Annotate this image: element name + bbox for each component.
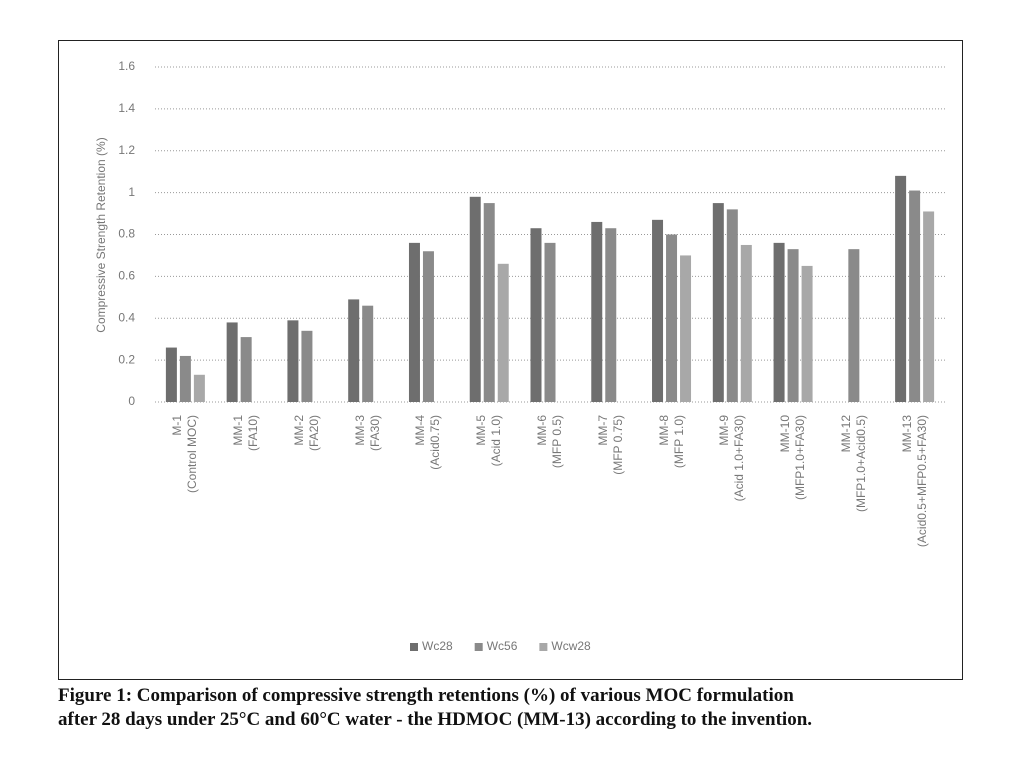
bar	[544, 242, 556, 402]
bar	[787, 249, 799, 402]
bar	[530, 228, 542, 402]
bar	[923, 211, 935, 402]
x-tick-label: M-1 (Control MOC)	[170, 415, 200, 494]
x-tick-label: MM-10 (MFP1.0+FA30)	[778, 415, 808, 501]
bar	[301, 330, 313, 402]
bar	[740, 244, 752, 402]
legend-label: Wcw28	[551, 639, 591, 653]
y-axis-title: Compressive Strength Retention (%)	[94, 137, 108, 332]
bar	[408, 242, 420, 402]
legend-label: Wc56	[487, 639, 518, 653]
bar	[652, 219, 664, 402]
y-tick-label: 0	[128, 394, 135, 408]
x-tick-label: MM-2 (FA20)	[291, 415, 321, 452]
y-tick-label: 0.4	[118, 310, 135, 324]
bar	[773, 242, 785, 402]
legend-label: Wc28	[422, 639, 453, 653]
x-tick-label: MM-4 (Acid0.75)	[413, 415, 443, 470]
bar	[422, 251, 434, 402]
caption-line: Figure 1: Comparison of compressive stre…	[58, 685, 794, 706]
bar	[895, 175, 907, 402]
x-tick-label: MM-8 (MFP 1.0)	[656, 415, 686, 469]
bar	[179, 355, 191, 402]
bar	[726, 209, 738, 402]
bar	[848, 249, 860, 402]
bar	[483, 203, 495, 402]
y-tick-label: 0.6	[118, 269, 135, 283]
bar	[909, 190, 921, 402]
bar	[226, 322, 238, 402]
bar	[362, 305, 374, 402]
bar	[801, 265, 813, 402]
y-tick-label: 1.6	[118, 59, 135, 73]
bar	[469, 196, 481, 402]
x-tick-label: MM-12 (MFP1.0+Acid0.5)	[838, 415, 868, 513]
bar	[680, 255, 692, 402]
x-tick-label: MM-13 (Acid0.5+MFP0.5+FA30)	[899, 415, 929, 548]
bar	[287, 320, 299, 402]
caption: Figure 1: Comparison of compressive stre…	[58, 684, 812, 732]
bar	[240, 337, 252, 402]
caption-line: after 28 days under 25°C and 60°C water …	[58, 709, 813, 730]
y-tick-label: 1.4	[118, 101, 135, 115]
x-tick-label: MM-7 (MFP 0.75)	[595, 415, 625, 475]
bar	[348, 299, 360, 402]
figure-frame	[58, 40, 963, 680]
x-tick-label: MM-1 (FA10)	[231, 415, 261, 452]
bar	[591, 221, 603, 402]
bar	[605, 228, 617, 402]
y-tick-label: 0.8	[118, 227, 135, 241]
bar	[497, 263, 509, 402]
x-tick-label: MM-5 (Acid 1.0)	[474, 415, 504, 467]
legend-swatch	[474, 643, 483, 651]
bar	[193, 374, 205, 402]
x-tick-label: MM-3 (FA30)	[352, 415, 382, 452]
y-tick-label: 1.2	[118, 143, 135, 157]
legend-swatch	[410, 643, 418, 651]
bar	[165, 347, 177, 402]
bar	[666, 234, 678, 402]
x-tick-label: MM-9 (Acid 1.0+FA30)	[717, 415, 747, 502]
bar	[712, 203, 724, 402]
y-tick-label: 1	[128, 185, 135, 199]
x-tick-label: MM-6 (MFP 0.5)	[535, 415, 564, 469]
y-tick-label: 0.2	[118, 352, 135, 366]
legend-swatch	[539, 643, 548, 651]
